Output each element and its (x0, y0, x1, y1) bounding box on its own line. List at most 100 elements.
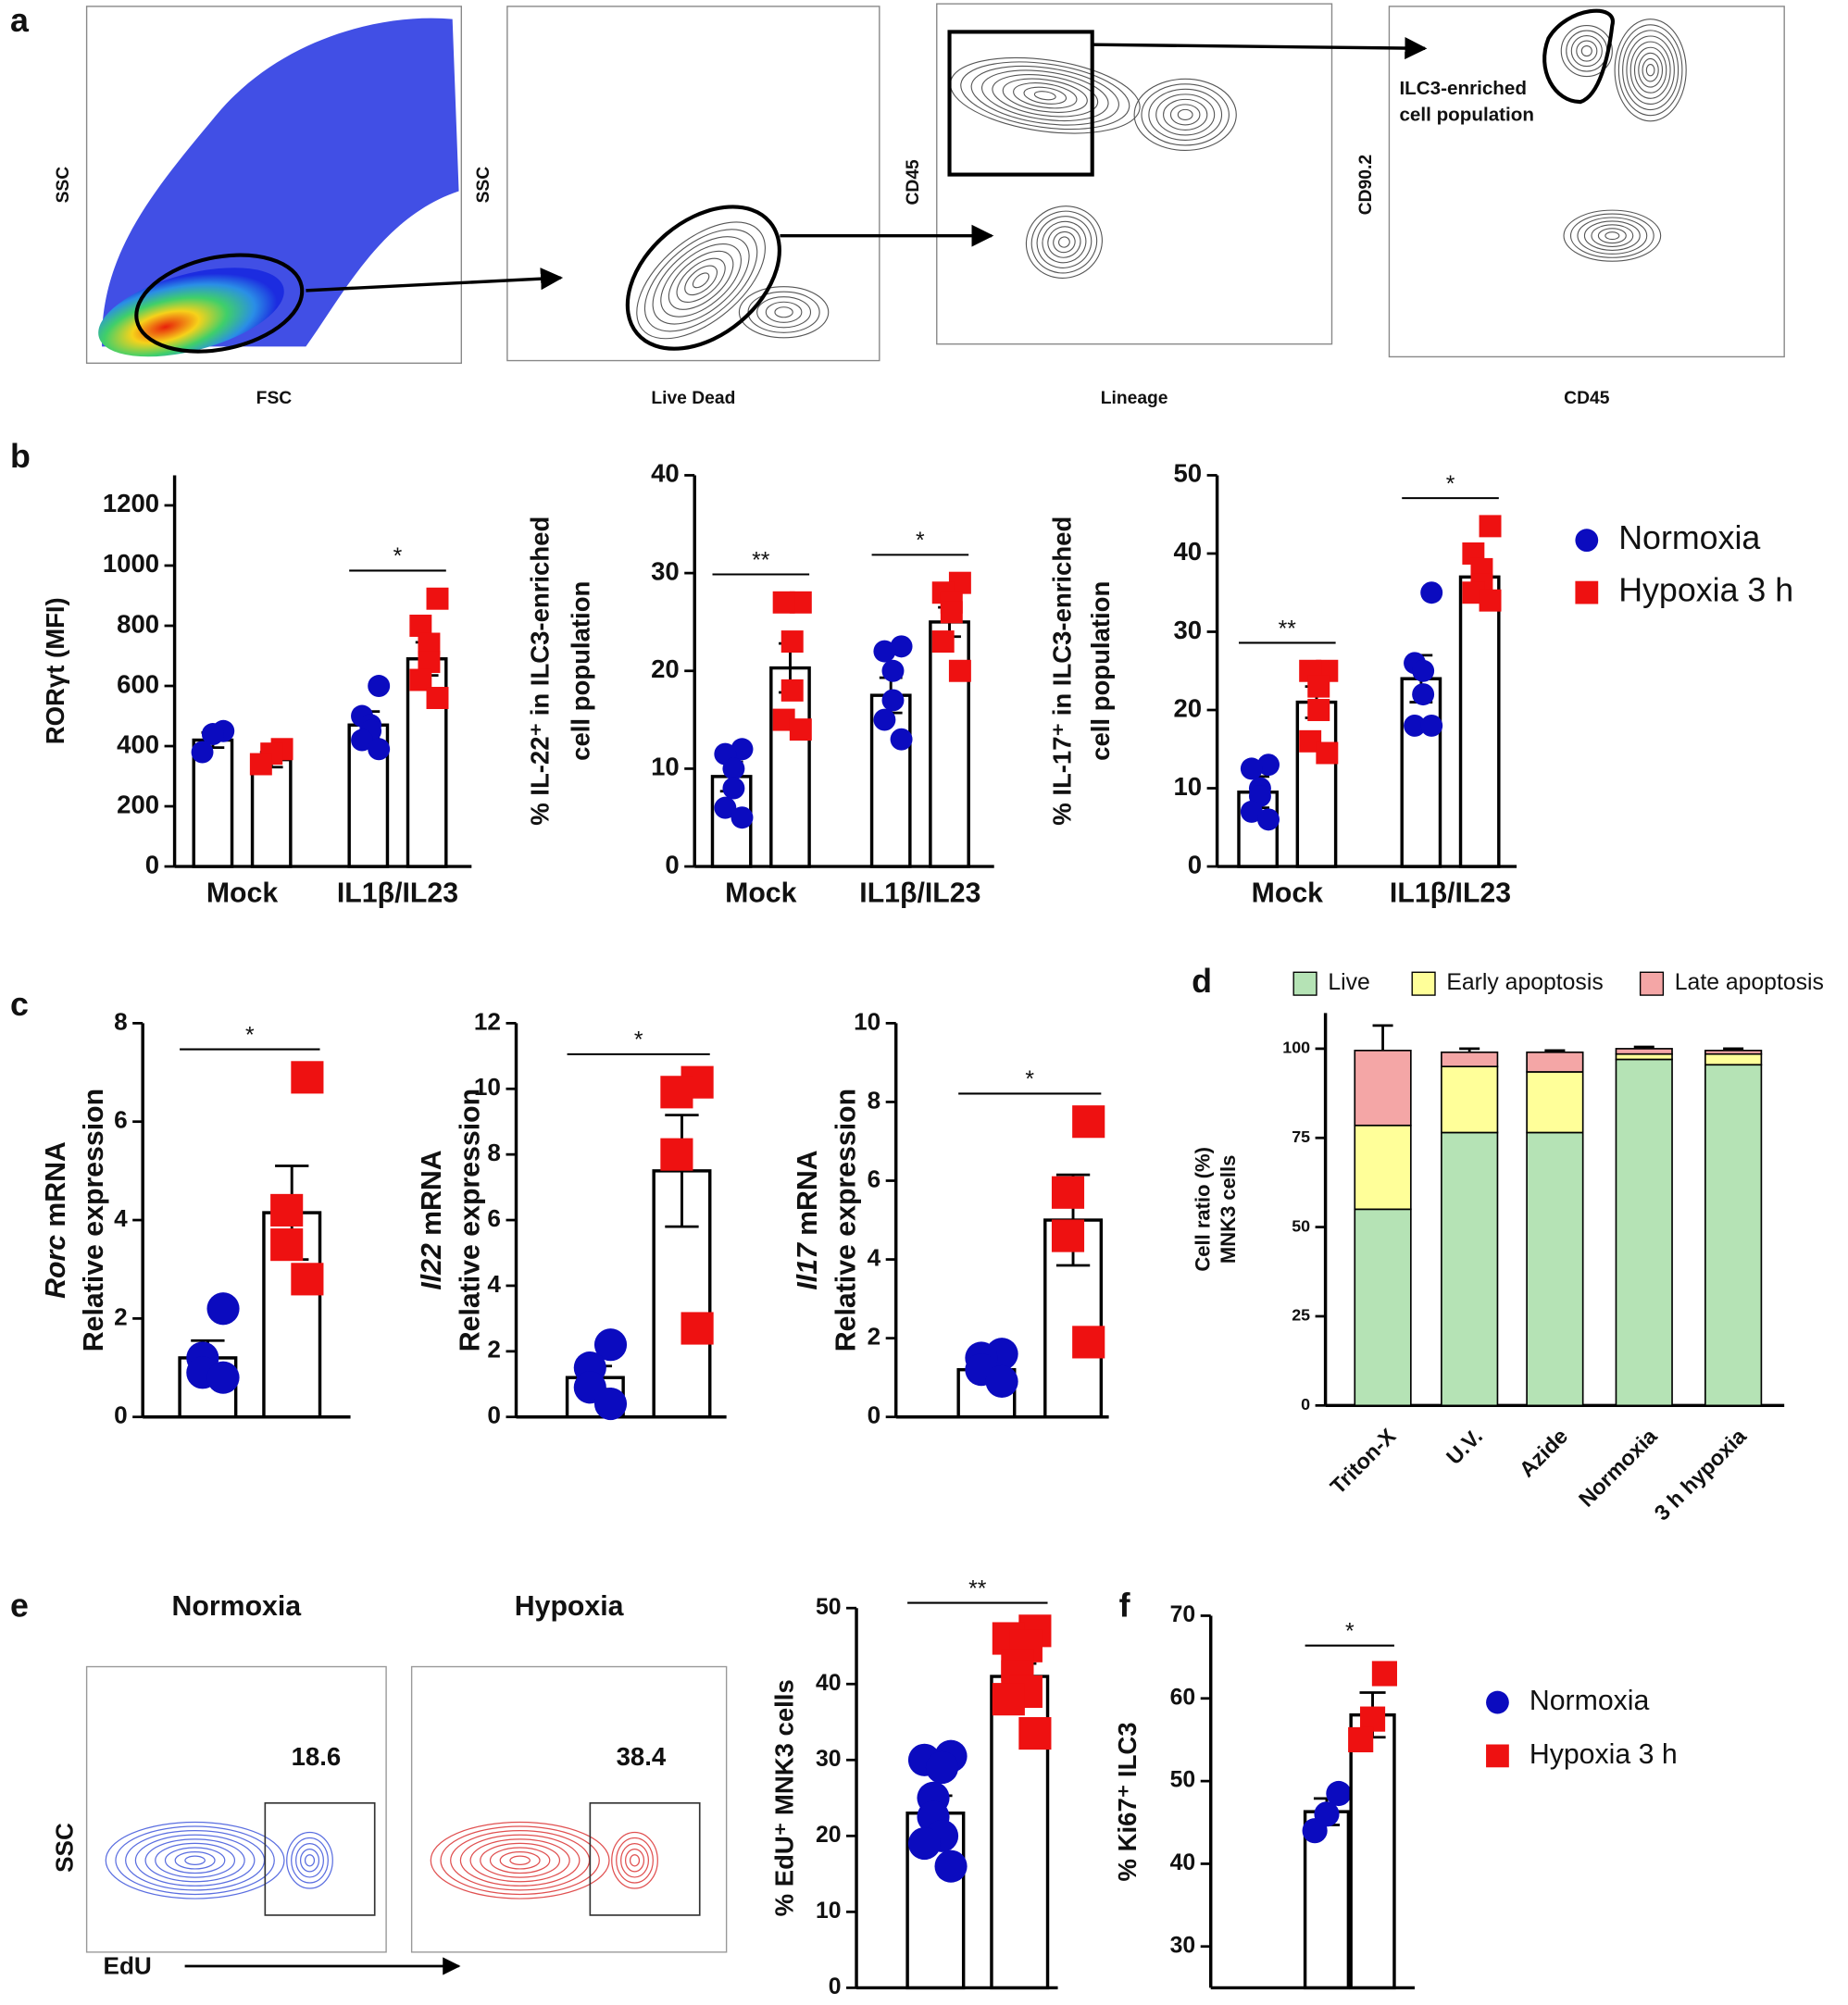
contour (174, 1850, 216, 1870)
contour (1030, 210, 1098, 274)
y-axis-label: Rorc mRNA (41, 1141, 71, 1299)
contour (1033, 91, 1056, 101)
contour (1025, 205, 1103, 279)
y-tick-label: 0 (145, 850, 159, 878)
bar-segment (1354, 1124, 1412, 1211)
y-axis-label: % EdU⁺ MNK3 cells (770, 1679, 799, 1916)
data-point (206, 1361, 240, 1394)
data-point (985, 1364, 1018, 1399)
y-tick-label: 4 (487, 1270, 501, 1298)
x-tick-label: IL1β/IL23 (859, 878, 980, 908)
y-tick-label: 0 (487, 1401, 501, 1429)
contour (1013, 82, 1078, 109)
contour (992, 74, 1099, 118)
contour (1163, 98, 1208, 131)
contour (489, 1847, 551, 1874)
bar-segment (1615, 1052, 1673, 1061)
contour (1576, 40, 1598, 62)
bar (1400, 677, 1442, 868)
panel-letter: d (1192, 963, 1212, 1000)
y-tick-label: 50 (1173, 459, 1202, 488)
gate-label: cell population (1399, 105, 1534, 126)
significance-label: * (393, 544, 403, 569)
contour (164, 1847, 226, 1874)
data-point (1072, 1326, 1105, 1359)
contour (1570, 34, 1603, 68)
y-axis-label-text: mRNA (417, 1150, 447, 1236)
data-point (660, 1138, 693, 1171)
data-point (772, 591, 795, 614)
data-point (1018, 1717, 1052, 1750)
y-tick-label: 12 (474, 1007, 501, 1035)
data-point (291, 1061, 324, 1094)
y-axis-label: Relative expression (79, 1089, 109, 1351)
data-point (1240, 800, 1263, 823)
data-point (201, 723, 224, 745)
data-point (1316, 741, 1339, 765)
contour (1563, 209, 1662, 262)
contour (1036, 216, 1093, 268)
gate-arrow (1093, 37, 1428, 60)
data-point (270, 1228, 304, 1262)
y-tick-label: 30 (651, 556, 680, 585)
significance-label: ** (752, 548, 770, 573)
bar-segment (1615, 1048, 1673, 1055)
data-point (992, 1683, 1025, 1716)
y-axis-label: Il17 mRNA (793, 1150, 823, 1289)
flow-x-label: FSC (256, 389, 293, 408)
bar-segment (1704, 1064, 1763, 1407)
contour (1148, 88, 1223, 141)
contour (1605, 231, 1620, 241)
contour (636, 221, 766, 340)
y-tick-label: 6 (868, 1164, 881, 1192)
y-tick-label: 4 (114, 1204, 128, 1232)
y-tick-label: 20 (816, 1823, 842, 1848)
legend-marker (1486, 1744, 1509, 1768)
data-point (722, 757, 745, 780)
gate-arrow (306, 268, 564, 293)
contour (1626, 35, 1675, 105)
gate (1542, 8, 1615, 105)
contour (1133, 78, 1237, 151)
data-point (1412, 659, 1435, 682)
contour (1583, 220, 1641, 251)
data-point (789, 718, 812, 741)
contour (1577, 217, 1648, 255)
legend-label: Hypoxia 3 h (1530, 1739, 1678, 1770)
contour (1023, 86, 1068, 105)
contour (1591, 224, 1634, 248)
y-tick-label: 4 (868, 1243, 881, 1271)
contour (676, 257, 726, 303)
bar-segment (1526, 1051, 1584, 1073)
y-tick-label: 75 (1292, 1127, 1310, 1146)
panel-letter: c (10, 986, 29, 1023)
gate-label: ILC3-enriched (1399, 78, 1527, 99)
legend-marker (1575, 580, 1599, 604)
x-tick-label: Triton-X (1326, 1424, 1401, 1499)
contour (616, 1837, 654, 1884)
data-point (206, 1292, 240, 1326)
contour (115, 1825, 275, 1896)
y-axis-label-gene: Il17 (793, 1241, 823, 1290)
contour (1629, 41, 1671, 99)
data-point (191, 741, 214, 764)
contour (499, 1850, 541, 1870)
data-point (426, 687, 449, 709)
y-axis-label: cell population (566, 581, 594, 761)
x-tick-label: Mock (206, 878, 279, 908)
flow-plot-frame (506, 6, 880, 362)
data-point (1348, 1726, 1374, 1753)
data-point (1412, 683, 1435, 706)
flow-y-label: SSC (54, 167, 73, 204)
y-tick-label: 40 (651, 459, 680, 488)
y-axis-label-gene: Il22 (417, 1243, 447, 1290)
data-point (368, 738, 391, 761)
y-tick-label: 25 (1292, 1306, 1310, 1325)
flow-title: Normoxia (172, 1591, 303, 1622)
data-point (873, 640, 896, 663)
gate (589, 1801, 701, 1916)
data-point (873, 708, 896, 731)
y-tick-label: 0 (829, 1974, 842, 1999)
legend-swatch (1411, 971, 1436, 996)
data-point (925, 1750, 959, 1785)
